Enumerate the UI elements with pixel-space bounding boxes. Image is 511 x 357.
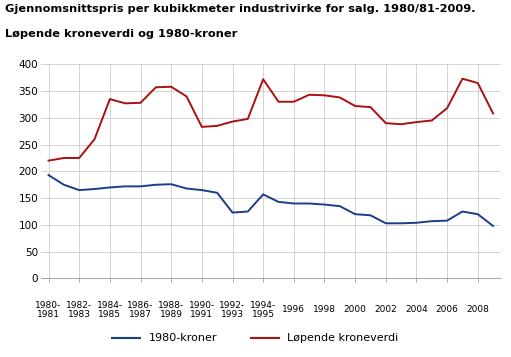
Text: 2002: 2002	[375, 305, 397, 314]
1980-kroner	[459, 209, 466, 213]
1980-kroner	[429, 219, 435, 223]
Text: 1990-: 1990-	[189, 301, 215, 310]
1980-kroner	[444, 218, 450, 223]
1980-kroner	[137, 184, 144, 188]
Løpende kroneverdi	[475, 81, 481, 85]
Løpende kroneverdi	[260, 77, 266, 81]
Text: 1986-: 1986-	[127, 301, 154, 310]
1980-kroner	[260, 192, 266, 196]
Text: Løpende kroneverdi og 1980-kroner: Løpende kroneverdi og 1980-kroner	[5, 29, 238, 39]
Løpende kroneverdi	[183, 94, 190, 99]
1980-kroner	[45, 173, 52, 177]
1980-kroner	[76, 188, 82, 192]
Løpende kroneverdi	[444, 106, 450, 110]
1980-kroner	[490, 224, 496, 228]
Text: 1998: 1998	[313, 305, 336, 314]
Løpende kroneverdi	[168, 85, 174, 89]
Text: 1988-: 1988-	[158, 301, 184, 310]
Text: 2000: 2000	[344, 305, 366, 314]
Text: Gjennomsnittspris per kubikkmeter industrivirke for salg. 1980/81-2009.: Gjennomsnittspris per kubikkmeter indust…	[5, 4, 476, 14]
Text: 2008: 2008	[467, 305, 489, 314]
Text: 1981: 1981	[37, 310, 60, 318]
Løpende kroneverdi	[107, 97, 113, 101]
1980-kroner	[352, 212, 358, 216]
1980-kroner	[107, 185, 113, 190]
1980-kroner	[398, 221, 404, 226]
Text: 1996: 1996	[282, 305, 306, 314]
Text: 1985: 1985	[98, 310, 122, 318]
1980-kroner	[367, 213, 374, 217]
Løpende kroneverdi	[398, 122, 404, 126]
Text: 1982-: 1982-	[66, 301, 92, 310]
1980-kroner	[306, 201, 312, 206]
1980-kroner	[168, 182, 174, 186]
Text: 1991: 1991	[190, 310, 214, 318]
Text: 1987: 1987	[129, 310, 152, 318]
Løpende kroneverdi	[321, 93, 328, 97]
Løpende kroneverdi	[291, 100, 297, 104]
1980-kroner	[475, 212, 481, 216]
Løpende kroneverdi	[352, 104, 358, 108]
1980-kroner	[214, 191, 220, 195]
1980-kroner	[153, 183, 159, 187]
Løpende kroneverdi	[214, 124, 220, 128]
1980-kroner	[275, 200, 282, 204]
Legend: 1980-kroner, Løpende kroneverdi: 1980-kroner, Løpende kroneverdi	[108, 329, 403, 348]
Text: 1984-: 1984-	[97, 301, 123, 310]
Løpende kroneverdi	[229, 119, 236, 124]
Løpende kroneverdi	[383, 121, 389, 125]
Løpende kroneverdi	[91, 137, 98, 141]
Text: 1989: 1989	[159, 310, 183, 318]
Line: Løpende kroneverdi: Løpende kroneverdi	[49, 79, 493, 161]
Løpende kroneverdi	[245, 117, 251, 121]
1980-kroner	[91, 187, 98, 191]
Text: 1992-: 1992-	[219, 301, 246, 310]
Løpende kroneverdi	[45, 159, 52, 163]
Text: 1983: 1983	[67, 310, 91, 318]
Løpende kroneverdi	[306, 92, 312, 97]
1980-kroner	[183, 186, 190, 191]
Text: 2006: 2006	[436, 305, 458, 314]
Løpende kroneverdi	[76, 156, 82, 160]
1980-kroner	[291, 201, 297, 206]
Text: 1995: 1995	[251, 310, 275, 318]
Løpende kroneverdi	[199, 125, 205, 129]
Løpende kroneverdi	[459, 77, 466, 81]
Løpende kroneverdi	[337, 95, 343, 100]
1980-kroner	[229, 211, 236, 215]
Løpende kroneverdi	[122, 101, 128, 106]
1980-kroner	[321, 202, 328, 207]
Line: 1980-kroner: 1980-kroner	[49, 175, 493, 226]
1980-kroner	[199, 188, 205, 192]
Text: 1993: 1993	[221, 310, 244, 318]
1980-kroner	[383, 221, 389, 226]
1980-kroner	[61, 183, 67, 187]
Løpende kroneverdi	[61, 156, 67, 160]
Text: 2004: 2004	[405, 305, 428, 314]
Løpende kroneverdi	[490, 111, 496, 116]
Løpende kroneverdi	[137, 101, 144, 105]
Løpende kroneverdi	[367, 105, 374, 109]
1980-kroner	[245, 209, 251, 213]
Løpende kroneverdi	[153, 85, 159, 89]
Løpende kroneverdi	[413, 120, 420, 124]
1980-kroner	[413, 221, 420, 225]
Text: 1994-: 1994-	[250, 301, 276, 310]
Løpende kroneverdi	[275, 100, 282, 104]
1980-kroner	[122, 184, 128, 188]
1980-kroner	[337, 204, 343, 208]
Løpende kroneverdi	[429, 119, 435, 123]
Text: 1980-: 1980-	[35, 301, 62, 310]
